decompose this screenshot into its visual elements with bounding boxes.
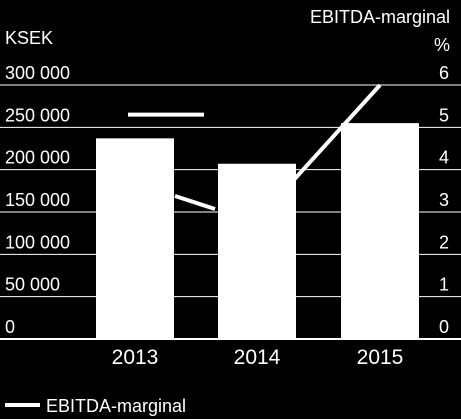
right-tick-label: 3 [439,190,449,210]
left-tick-label: 50 000 [5,275,60,295]
left-tick-label: 200 000 [5,148,70,168]
line-series [128,83,382,222]
bar-2013 [96,138,174,339]
bar-series [96,123,419,339]
left-tick-label: 0 [5,317,15,337]
left-tick-label: 250 000 [5,105,70,125]
left-tick-label: 100 000 [5,232,70,252]
ebitda-margin-line-2013-segment [174,194,216,211]
category-label-2015: 2015 [357,346,404,369]
left-tick-labels: 0 50 000 100 000 150 000 200 000 250 000 300 0… [5,63,70,337]
ebitda-margin-line [255,83,382,222]
bar-2015 [341,123,419,339]
right-axis-label: EBITDA-marginal [310,7,450,27]
legend-label: EBITDA-marginal [46,396,186,416]
right-tick-label: 0 [439,317,449,337]
right-tick-label: 6 [439,63,449,83]
left-tick-label: 150 000 [5,190,70,210]
category-label-2014: 2014 [234,346,281,369]
right-tick-labels: 0 1 2 3 4 5 6 [439,63,449,337]
left-axis-label: KSEK [5,28,53,48]
right-tick-label: 5 [439,105,449,125]
right-tick-label: 4 [439,148,449,168]
right-tick-label: 2 [439,232,449,252]
left-tick-label: 300 000 [5,63,70,83]
right-axis-unit: % [434,35,450,55]
category-label-2013: 2013 [112,346,159,369]
right-tick-label: 1 [439,275,449,295]
category-labels: 2013 2014 2015 [112,346,404,369]
